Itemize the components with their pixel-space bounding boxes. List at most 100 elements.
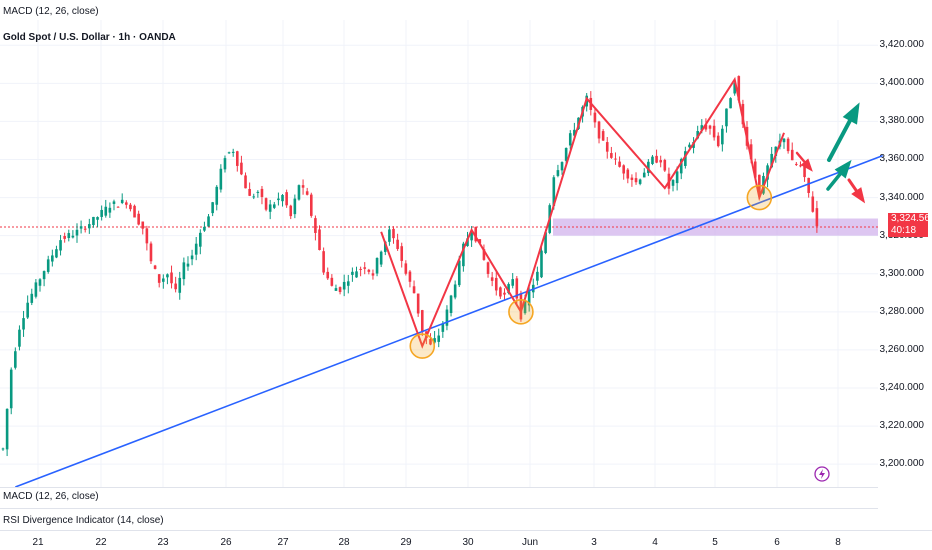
candle-body [642, 172, 646, 178]
candle-body [795, 163, 798, 165]
candle-body [696, 131, 699, 139]
candle-body [30, 293, 34, 303]
candle-body [157, 274, 161, 283]
candle-body [166, 274, 169, 278]
candle-body [67, 233, 71, 239]
candle-body [659, 160, 662, 163]
candle-body [38, 279, 42, 286]
candle-body [104, 206, 108, 216]
highlight-circle [746, 184, 773, 211]
lightning-icon[interactable] [814, 466, 830, 482]
candle-body [556, 170, 560, 176]
candle-body [314, 218, 317, 233]
candle-body [88, 224, 91, 229]
highlight-circle [508, 299, 534, 325]
candle-body [749, 144, 753, 160]
candle-body [301, 185, 305, 188]
x-tick-label: 22 [95, 537, 107, 548]
candle-body [573, 129, 576, 136]
candle-body [651, 156, 654, 164]
candle-body [453, 284, 457, 298]
candle-body [593, 112, 597, 123]
x-tick-label: 6 [774, 537, 780, 548]
candle-body [786, 138, 790, 152]
candle-body [552, 177, 556, 206]
y-tick-label: 3,400.000 [879, 77, 925, 89]
candle-body [100, 209, 103, 217]
macd-indicator-label[interactable]: MACD (12, 26, close) [3, 491, 99, 502]
candle-body [244, 175, 247, 189]
candle-body [149, 243, 153, 262]
candle-body [626, 169, 630, 179]
candle-body [285, 192, 288, 206]
candle-body [523, 300, 527, 314]
candle-body [807, 177, 810, 193]
candle-body [92, 216, 95, 226]
candle-body [634, 178, 638, 183]
candle-body [474, 226, 478, 242]
candle-body [433, 338, 436, 343]
candle-body [190, 255, 194, 260]
candle-body [264, 198, 268, 210]
arrow-up-small-head [834, 159, 852, 179]
candle-body [478, 239, 482, 244]
candle-body [753, 161, 757, 178]
x-tick-label: 29 [400, 537, 412, 548]
candle-body [46, 259, 50, 272]
x-tick-label: 23 [157, 537, 169, 548]
candle-body [770, 153, 773, 168]
candle-body [638, 179, 642, 184]
candle-body [318, 229, 321, 251]
candle-body [482, 249, 486, 260]
candle-body [63, 235, 66, 239]
candle-body [540, 250, 543, 278]
candle-body [811, 196, 815, 212]
time-axis-divider [0, 530, 932, 531]
candle-body [618, 161, 621, 167]
candle-body [527, 291, 531, 306]
candle-body [367, 269, 371, 272]
candle-body [375, 257, 379, 274]
candle-body [568, 133, 572, 146]
candle-body [338, 287, 342, 293]
candle-body [564, 147, 568, 161]
arrow-up-large-shaft [827, 111, 856, 162]
y-tick-label: 3,380.000 [879, 115, 925, 127]
candle-body [268, 204, 272, 212]
candle-body [174, 283, 177, 290]
y-tick-label: 3,240.000 [879, 381, 925, 393]
candle-body [466, 238, 469, 247]
candle-body [462, 243, 465, 267]
candle-body [22, 318, 25, 330]
candle-body [408, 271, 412, 282]
y-tick-label: 3,340.000 [879, 191, 925, 203]
x-tick-label: 21 [32, 537, 44, 548]
candle-body [675, 171, 679, 184]
candle-body [647, 161, 650, 173]
rsi-indicator-label[interactable]: RSI Divergence Indicator (14, close) [3, 515, 164, 526]
y-tick-label: 3,300.000 [879, 267, 925, 279]
candle-body [404, 263, 408, 274]
candle-body [219, 168, 223, 190]
highlight-circle [409, 333, 436, 359]
arrow-down-small-head [800, 158, 813, 172]
candle-body [396, 239, 399, 249]
candle-body [622, 165, 625, 174]
candle-body [716, 135, 720, 147]
candle-body [96, 217, 99, 220]
candle-body [388, 229, 391, 242]
candle-body [614, 158, 617, 160]
macd-top-label[interactable]: MACD (12, 26, close) [3, 6, 99, 17]
candle-body [782, 138, 786, 143]
candle-body [203, 226, 206, 231]
candle-body [51, 255, 54, 262]
candle-body [671, 179, 675, 186]
bar-countdown: 40:18 [891, 225, 917, 236]
candle-body [305, 191, 309, 195]
candle-body [708, 125, 712, 129]
candle-body [297, 185, 301, 200]
candle-body [277, 198, 280, 201]
candle-body [120, 199, 124, 203]
x-tick-label: 28 [338, 537, 350, 548]
